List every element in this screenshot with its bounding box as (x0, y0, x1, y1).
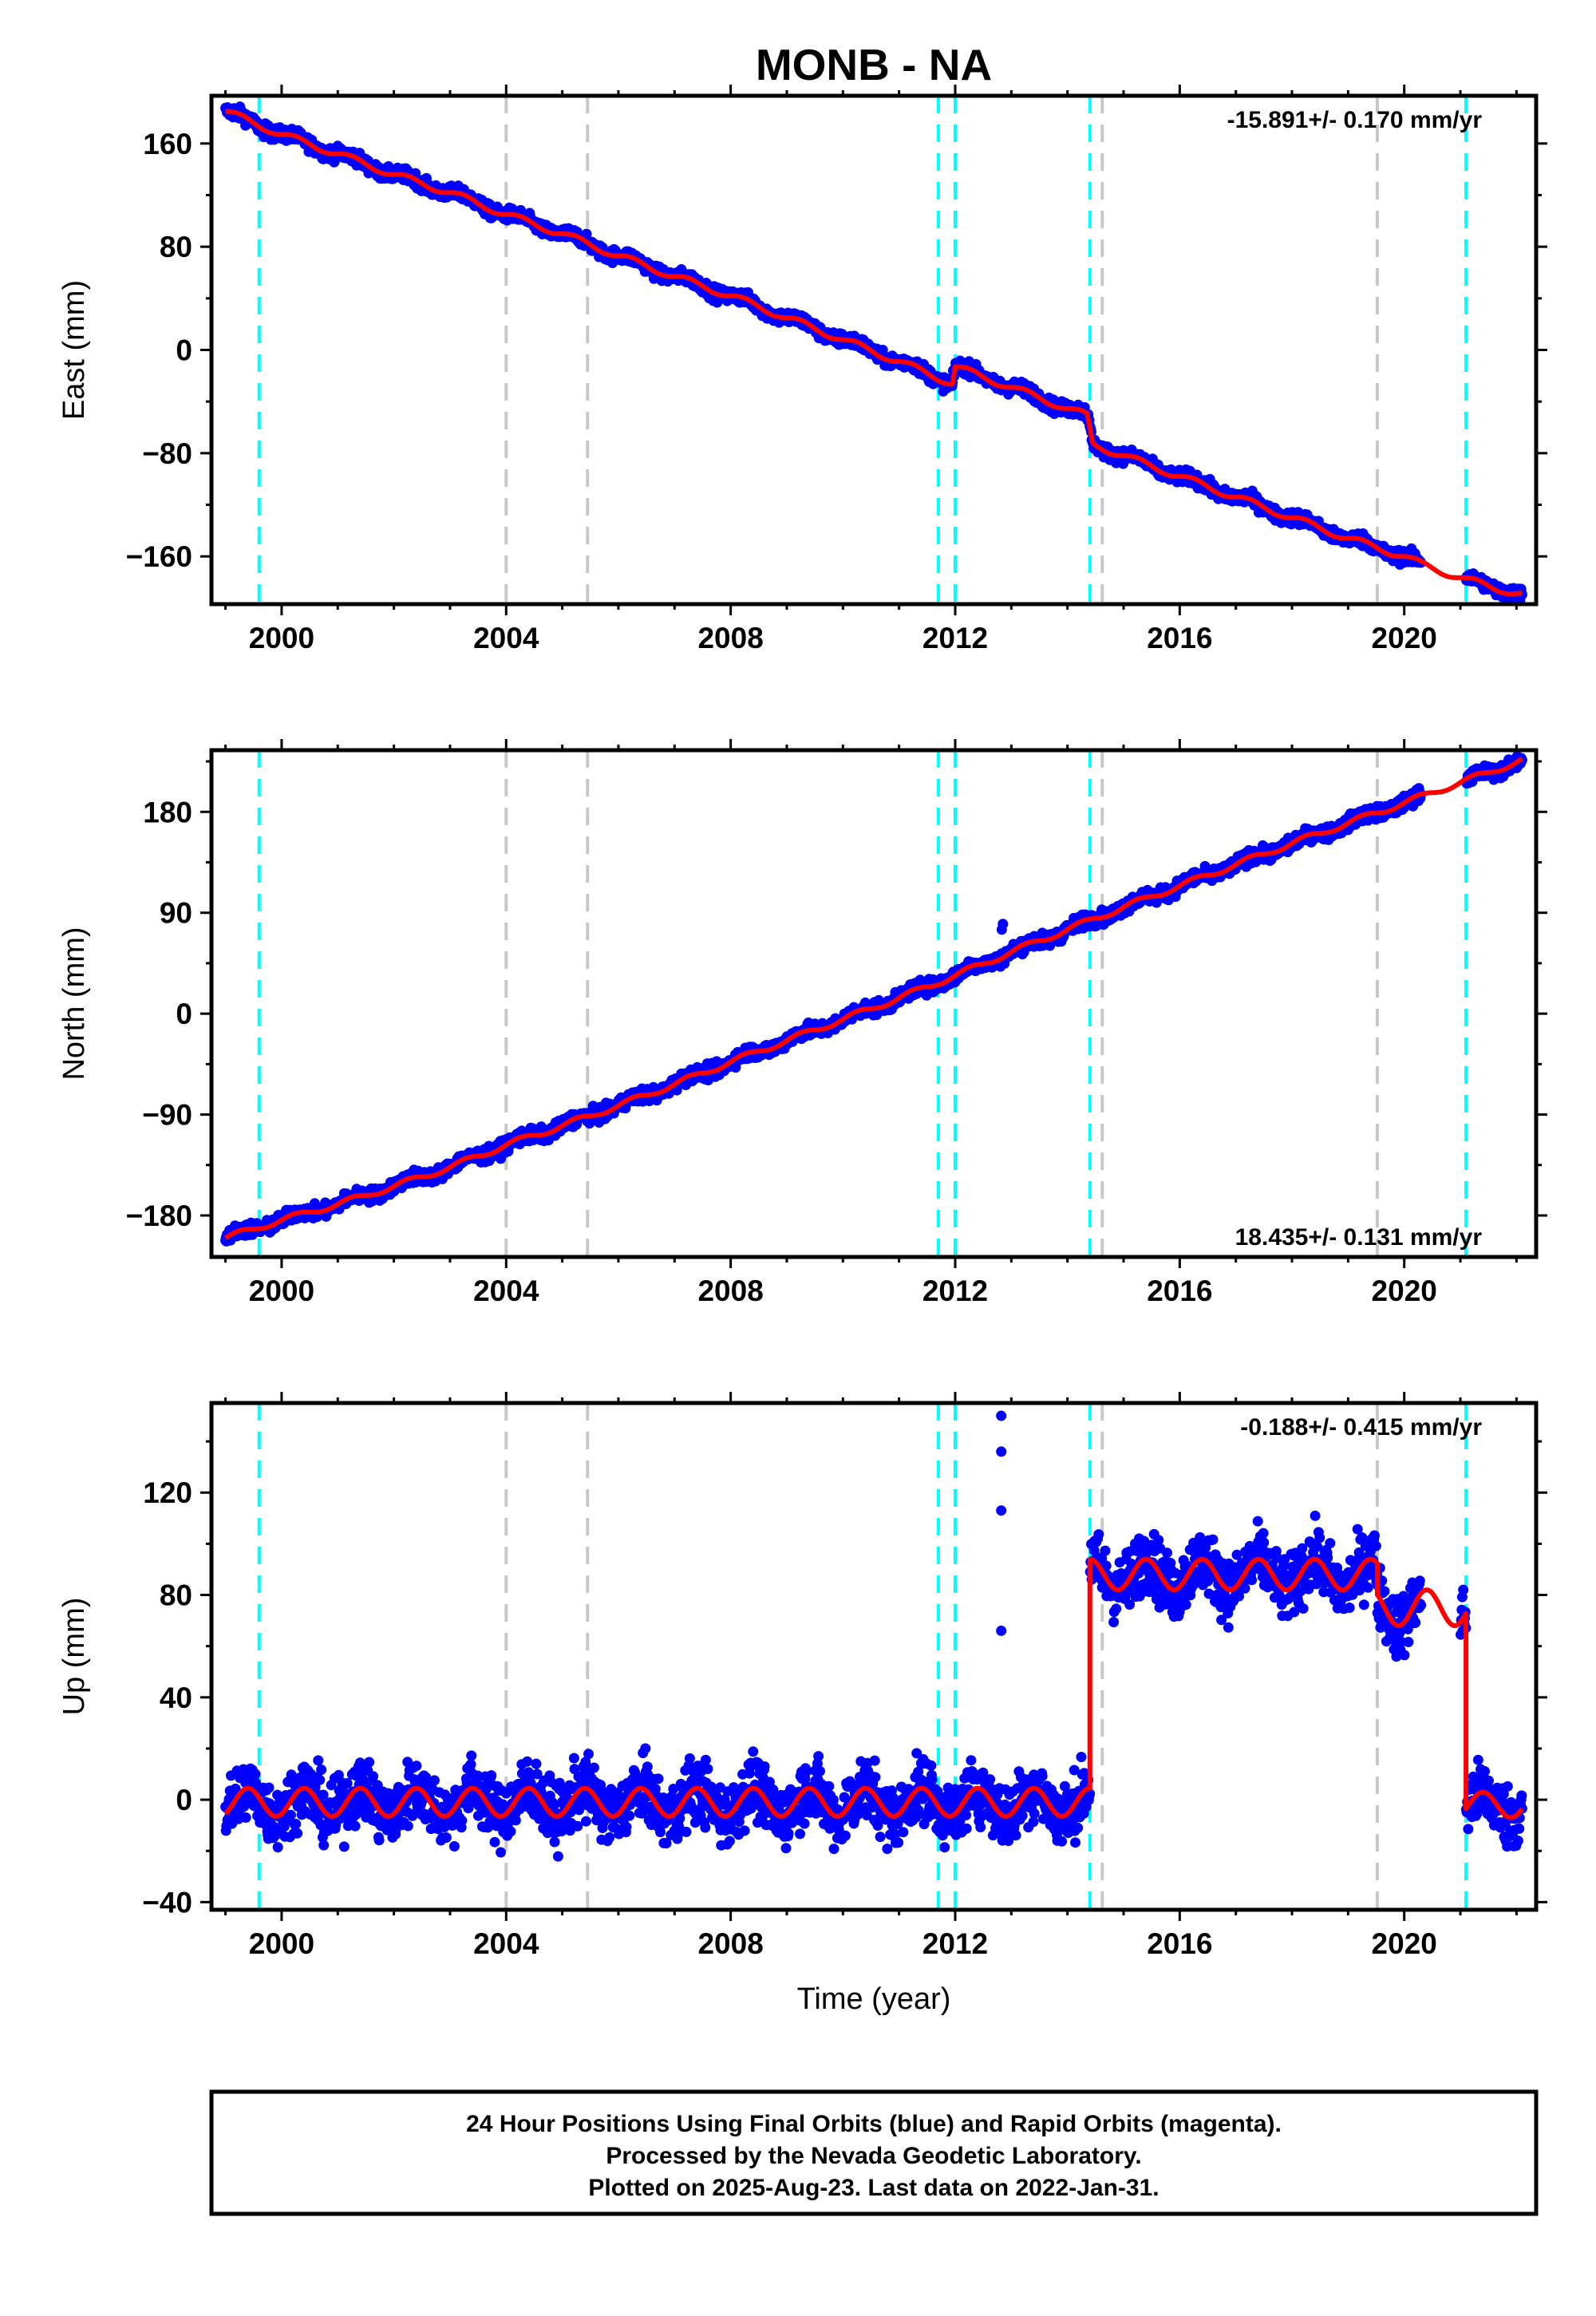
plot-area (220, 750, 1527, 1257)
y-tick-label: 0 (176, 334, 192, 367)
x-tick-label: 2000 (249, 622, 314, 654)
data-points (220, 751, 1527, 1247)
x-tick-label: 2012 (922, 622, 988, 654)
plot-area (220, 96, 1527, 604)
x-tick-label: 2004 (473, 622, 539, 654)
rate-annotation: -15.891+/- 0.170 mm/yr (1227, 107, 1483, 133)
x-tick-label: 2016 (1147, 622, 1212, 654)
x-tick-label: 2020 (1372, 622, 1437, 654)
x-tick-label: 2008 (697, 622, 763, 654)
panels: 2000 2004 2008 2012 2016 2020 −160 −80 0 80 160 Eas… (57, 85, 1547, 1960)
y-axis-label: East (mm) (57, 280, 91, 420)
y-tick-label: −160 (126, 540, 192, 573)
figure-title: MONB - NA (756, 40, 992, 89)
panel-east: 2000 2004 2008 2012 2016 2020 −160 −80 0 80 160 Eas… (57, 85, 1547, 654)
y-tick-label: 80 (160, 231, 192, 263)
y-tick-label: −80 (142, 437, 192, 470)
y-tick-label: 160 (143, 128, 192, 160)
panel-north: 2000 2004 2008 2012 2016 2020−180−90090180Nor… (57, 739, 1547, 1307)
model-line (223, 109, 1524, 597)
